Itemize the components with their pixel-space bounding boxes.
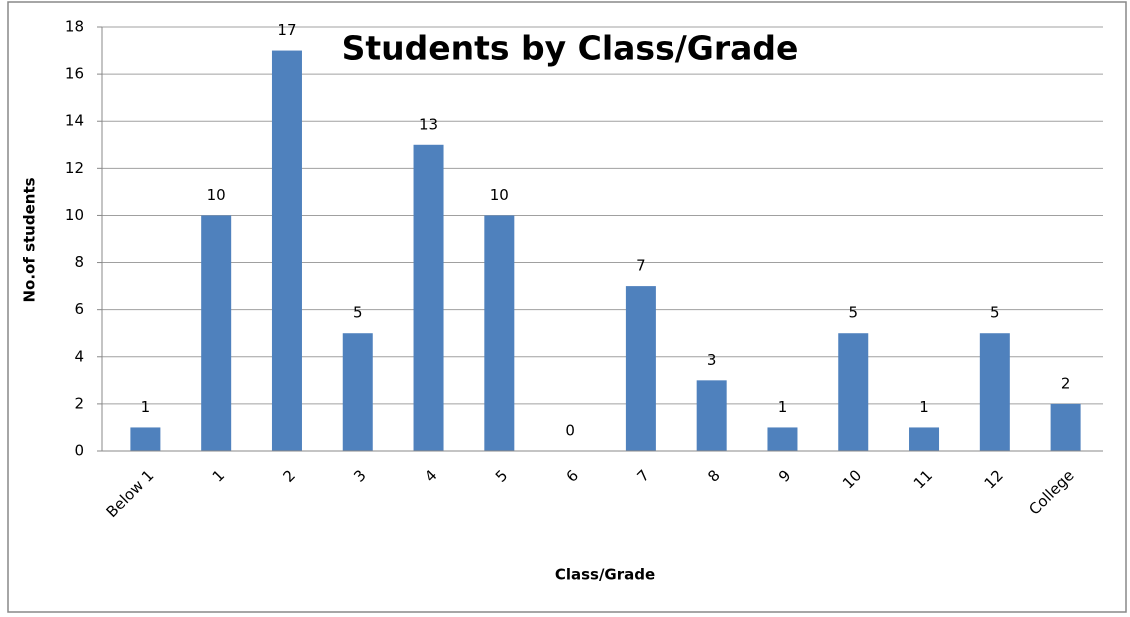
y-tick-label: 18	[65, 18, 84, 36]
data-label: 2	[1061, 374, 1071, 392]
data-label: 7	[636, 257, 646, 275]
x-tick-label: 9	[775, 466, 794, 485]
x-tick-label: 4	[421, 466, 440, 485]
y-tick-label: 4	[74, 347, 84, 365]
bar	[838, 333, 869, 451]
y-tick-label: 2	[74, 394, 84, 412]
x-tick-label: 7	[633, 466, 652, 485]
x-tick-label: 6	[563, 466, 582, 485]
y-tick-label: 16	[65, 65, 84, 83]
bar	[909, 427, 940, 451]
data-label: 1	[919, 398, 929, 416]
bar	[130, 427, 161, 451]
data-label: 17	[277, 21, 296, 39]
bar	[979, 333, 1010, 451]
x-tick-label: 3	[350, 466, 369, 485]
data-label: 3	[707, 351, 717, 369]
data-label: 5	[990, 304, 1000, 322]
bar	[413, 144, 444, 451]
y-tick-label: 0	[74, 442, 84, 460]
data-label: 10	[207, 186, 226, 204]
data-label: 0	[565, 422, 575, 440]
y-tick-label: 6	[74, 300, 84, 318]
bar	[767, 427, 798, 451]
y-tick-label: 12	[65, 159, 84, 177]
x-tick-label: 8	[704, 466, 723, 485]
x-tick-label: College	[1025, 466, 1077, 518]
data-label: 13	[419, 115, 438, 133]
x-axis-label: Class/Grade	[555, 566, 655, 584]
data-label: 10	[490, 186, 509, 204]
x-tick-label: 10	[839, 466, 865, 492]
chart-border	[7, 1, 1127, 613]
x-tick-label: 12	[981, 466, 1007, 492]
bar	[696, 380, 727, 451]
bar	[484, 215, 515, 451]
x-tick-label: Below 1	[103, 466, 158, 521]
y-tick-label: 14	[65, 112, 84, 130]
x-tick-label: 5	[492, 466, 511, 485]
x-tick-label: 1	[209, 466, 228, 485]
x-tick-label: 2	[279, 466, 298, 485]
y-axis-label: No.of students	[21, 177, 39, 302]
data-label: 5	[353, 304, 363, 322]
bar	[1050, 403, 1081, 451]
y-tick-label: 8	[74, 253, 84, 271]
bar	[342, 333, 373, 451]
data-label: 1	[141, 398, 151, 416]
chart-title: Students by Class/Grade	[342, 29, 799, 68]
bar	[625, 286, 656, 451]
data-label: 1	[778, 398, 788, 416]
data-label: 5	[848, 304, 858, 322]
bar	[201, 215, 232, 451]
x-tick-label: 11	[910, 466, 936, 492]
bar	[271, 50, 302, 452]
y-tick-label: 10	[65, 206, 84, 224]
